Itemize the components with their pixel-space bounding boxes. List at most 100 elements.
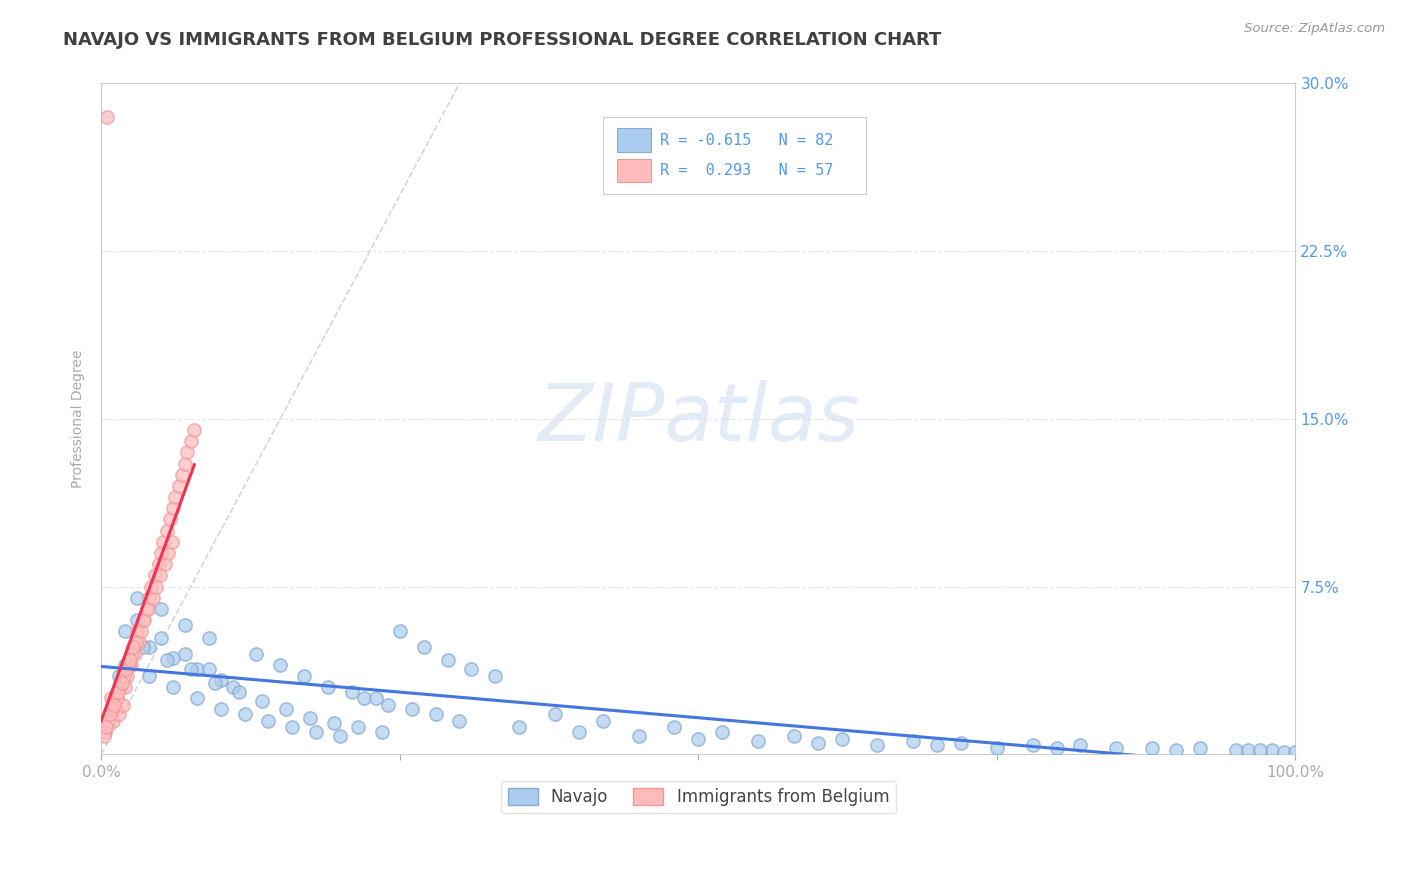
Point bbox=[401, 702, 423, 716]
Point bbox=[950, 736, 973, 750]
Point bbox=[544, 706, 567, 721]
Point bbox=[121, 647, 143, 661]
Y-axis label: Professional Degree: Professional Degree bbox=[72, 350, 86, 488]
Point bbox=[186, 691, 208, 706]
Point bbox=[340, 684, 363, 698]
Point bbox=[100, 691, 122, 706]
Point bbox=[252, 693, 274, 707]
Point bbox=[1260, 743, 1282, 757]
Point bbox=[114, 657, 136, 672]
Point bbox=[1225, 743, 1247, 757]
Point bbox=[807, 736, 830, 750]
Point bbox=[186, 662, 208, 676]
Point bbox=[292, 669, 315, 683]
Point bbox=[97, 714, 120, 728]
Point bbox=[115, 662, 138, 676]
Point bbox=[233, 706, 256, 721]
Point bbox=[132, 640, 155, 654]
Point bbox=[986, 740, 1008, 755]
Point bbox=[149, 568, 172, 582]
Point bbox=[108, 706, 131, 721]
Point bbox=[162, 501, 184, 516]
Point bbox=[1284, 745, 1306, 759]
Point bbox=[903, 733, 925, 747]
FancyBboxPatch shape bbox=[617, 128, 651, 152]
Point bbox=[94, 720, 117, 734]
Point bbox=[112, 669, 135, 683]
Point bbox=[866, 738, 889, 752]
Point bbox=[149, 631, 172, 645]
Point bbox=[460, 662, 482, 676]
Point bbox=[136, 602, 159, 616]
Point bbox=[124, 647, 146, 661]
Point bbox=[316, 680, 339, 694]
Point bbox=[276, 702, 298, 716]
Point bbox=[1046, 740, 1069, 755]
Point bbox=[110, 680, 132, 694]
Point bbox=[142, 591, 165, 605]
Point bbox=[162, 651, 184, 665]
Point bbox=[711, 724, 734, 739]
Point bbox=[269, 657, 291, 672]
Point bbox=[299, 711, 322, 725]
Point bbox=[173, 647, 195, 661]
Point bbox=[831, 731, 853, 746]
Point bbox=[371, 724, 394, 739]
Point bbox=[568, 724, 591, 739]
Point bbox=[425, 706, 447, 721]
Point bbox=[508, 720, 530, 734]
Point bbox=[145, 580, 167, 594]
Point bbox=[1105, 740, 1128, 755]
Point bbox=[149, 546, 172, 560]
Point bbox=[94, 724, 117, 739]
Point bbox=[180, 434, 202, 449]
Point bbox=[436, 653, 458, 667]
Point bbox=[364, 691, 387, 706]
Point bbox=[783, 729, 806, 743]
Point bbox=[323, 715, 346, 730]
Point bbox=[120, 657, 142, 672]
Point bbox=[125, 613, 148, 627]
Point bbox=[132, 613, 155, 627]
Point bbox=[160, 534, 183, 549]
Point bbox=[149, 602, 172, 616]
Point bbox=[110, 675, 132, 690]
Point bbox=[162, 680, 184, 694]
Point bbox=[484, 669, 506, 683]
Point bbox=[114, 624, 136, 639]
Point bbox=[388, 624, 411, 639]
Point bbox=[111, 698, 134, 712]
Point bbox=[138, 591, 160, 605]
Point bbox=[128, 635, 150, 649]
Point bbox=[209, 702, 232, 716]
Point bbox=[125, 635, 148, 649]
Point bbox=[103, 698, 125, 712]
Point bbox=[197, 631, 219, 645]
Point bbox=[93, 729, 115, 743]
Point bbox=[747, 733, 769, 747]
Point bbox=[96, 110, 118, 124]
Point bbox=[412, 640, 434, 654]
Point bbox=[305, 724, 328, 739]
Point bbox=[329, 729, 352, 743]
Point bbox=[1236, 743, 1258, 757]
Point bbox=[1022, 738, 1045, 752]
Point bbox=[107, 684, 129, 698]
Point bbox=[138, 640, 160, 654]
Point bbox=[118, 657, 141, 672]
Point bbox=[105, 691, 128, 706]
Point bbox=[183, 423, 205, 437]
Text: Source: ZipAtlas.com: Source: ZipAtlas.com bbox=[1244, 22, 1385, 36]
Point bbox=[108, 669, 131, 683]
Point bbox=[101, 702, 124, 716]
Point bbox=[143, 568, 166, 582]
Point bbox=[159, 512, 181, 526]
Point bbox=[98, 706, 121, 721]
Point bbox=[173, 457, 195, 471]
FancyBboxPatch shape bbox=[617, 159, 651, 182]
Point bbox=[118, 653, 141, 667]
Point bbox=[1188, 740, 1211, 755]
Point bbox=[221, 680, 243, 694]
Point bbox=[347, 720, 370, 734]
Point bbox=[627, 729, 650, 743]
